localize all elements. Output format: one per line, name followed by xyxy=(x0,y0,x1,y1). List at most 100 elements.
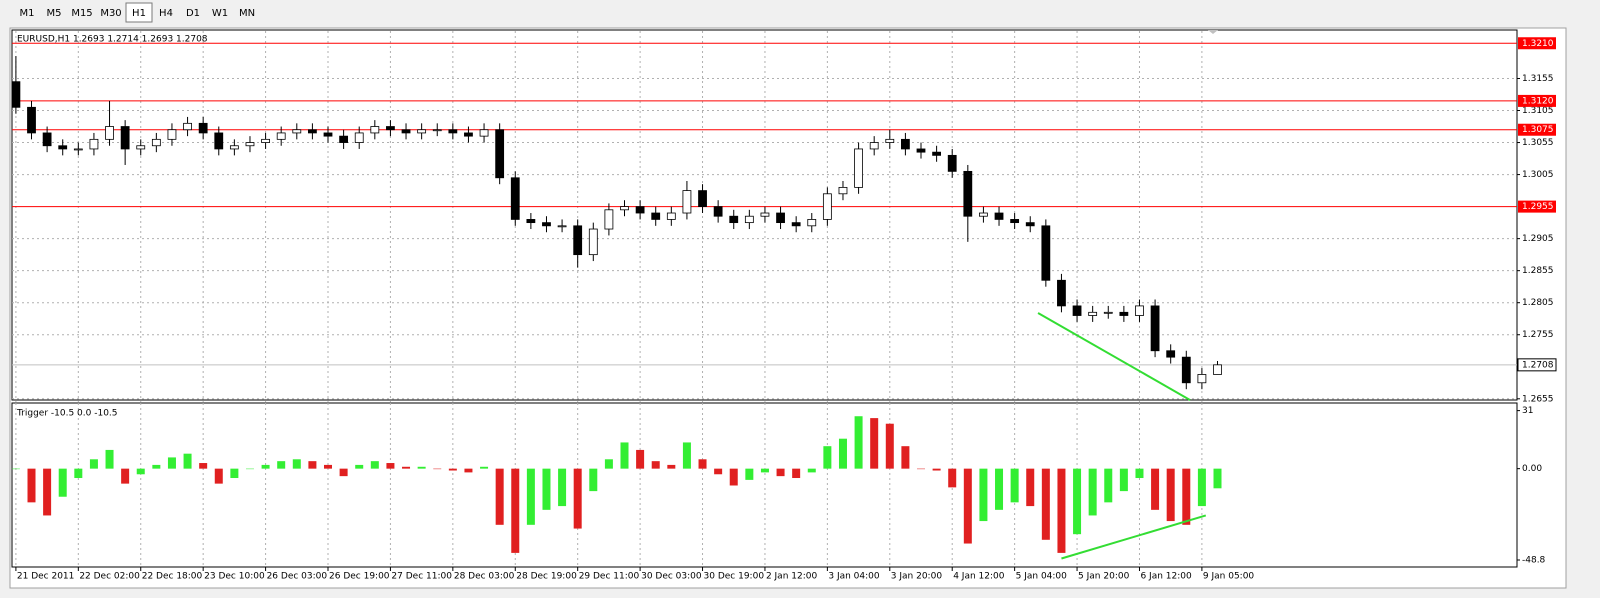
histogram-bar xyxy=(89,459,98,469)
histogram-bar xyxy=(58,468,67,497)
toolbar-bg xyxy=(0,0,1600,26)
timeframe-button[interactable] xyxy=(14,3,40,22)
histogram-bar xyxy=(183,453,192,469)
histogram-bar xyxy=(620,442,629,469)
histogram-bar xyxy=(1010,468,1019,503)
histogram-bar xyxy=(526,468,535,525)
level-label-bg xyxy=(1518,94,1556,107)
candle-body xyxy=(838,186,848,195)
histogram-bar xyxy=(1135,468,1144,479)
candle-body xyxy=(42,132,52,147)
histogram-bar xyxy=(682,442,691,469)
timeframe-button[interactable] xyxy=(153,3,179,22)
histogram-bar xyxy=(308,461,317,469)
histogram-bar xyxy=(932,468,941,471)
histogram-bar xyxy=(1057,468,1066,553)
candle-body xyxy=(448,129,458,134)
timeframe-label[interactable]: M1 xyxy=(20,8,35,19)
x-tick-label: 6 Jan 12:00 xyxy=(1140,572,1192,582)
price-panel xyxy=(11,29,1518,401)
histogram-bar xyxy=(152,464,161,469)
level-label: 1.3120 xyxy=(1522,96,1554,106)
timeframe-button[interactable] xyxy=(234,3,260,22)
candle-body xyxy=(89,138,99,150)
candle-body xyxy=(229,145,239,150)
timeframe-label[interactable]: H1 xyxy=(132,8,146,19)
last-price-bg xyxy=(1517,358,1557,372)
histogram-bar xyxy=(339,468,348,477)
timeframe-button[interactable] xyxy=(125,2,153,23)
candle-body xyxy=(432,129,442,132)
timeframe-toolbar: M1 M5 M15 M30 H1 H4 D1 W1 MN xyxy=(0,0,1600,26)
candle-body xyxy=(900,138,910,150)
candle-body xyxy=(151,138,161,147)
histogram-bar xyxy=(1213,468,1222,489)
timeframe-label[interactable]: MN xyxy=(239,8,255,19)
x-tick-label: 30 Dec 03:00 xyxy=(641,572,702,582)
timeframe-label[interactable]: W1 xyxy=(212,8,228,19)
histogram-bar xyxy=(604,459,613,469)
histogram-bar xyxy=(230,468,239,479)
candle-body xyxy=(1103,311,1113,314)
x-tick-label: 27 Dec 11:00 xyxy=(391,572,452,582)
timeframe-label[interactable]: M5 xyxy=(47,8,62,19)
timeframe-label[interactable]: D1 xyxy=(186,8,200,19)
shift-marker xyxy=(1208,30,1218,34)
candle-body xyxy=(105,126,114,140)
histogram-bar xyxy=(729,468,738,486)
histogram-bar xyxy=(667,464,676,469)
candle-body xyxy=(1166,350,1176,358)
histogram-bar xyxy=(1166,468,1175,522)
x-tick-label: 28 Dec 03:00 xyxy=(454,572,515,582)
timeframe-label[interactable]: M15 xyxy=(71,8,92,19)
candle-body xyxy=(979,212,988,217)
candle-body xyxy=(760,212,770,217)
histogram-bar xyxy=(480,466,489,469)
candle-body xyxy=(651,212,661,220)
timeframe-label[interactable]: M30 xyxy=(100,8,121,19)
timeframe-button[interactable] xyxy=(68,3,96,22)
chart: 1.3155 1.3105 1.3055 1.3005 1.2905 1.2855 1.28… xyxy=(9,27,1567,589)
histogram-bar xyxy=(651,461,660,469)
histogram-bar xyxy=(324,464,333,469)
histogram-bar xyxy=(854,416,863,469)
histogram-bar xyxy=(636,449,645,469)
histogram-bar xyxy=(277,461,286,469)
y-tick-label: -48.8 xyxy=(1522,556,1546,566)
candle-body xyxy=(1025,222,1035,227)
y-tick-label: 1.2805 xyxy=(1522,298,1554,308)
histogram-bar xyxy=(1151,468,1160,510)
histogram-bar xyxy=(167,457,176,469)
candle-body xyxy=(947,154,957,172)
candle-body xyxy=(542,222,551,227)
timeframe-button[interactable] xyxy=(41,3,67,22)
timeframe-label[interactable]: H4 xyxy=(159,8,173,19)
level-label-bg xyxy=(1518,123,1556,136)
histogram-bar xyxy=(1041,468,1050,540)
chart-window xyxy=(9,27,1567,589)
x-tick-label: 26 Dec 19:00 xyxy=(329,572,390,582)
timeframe-button[interactable] xyxy=(97,3,125,22)
histogram-bar xyxy=(760,468,769,473)
y-tick-label: 1.3005 xyxy=(1522,170,1554,180)
candle-body xyxy=(1072,305,1082,316)
candle-body xyxy=(791,222,801,227)
histogram-bar xyxy=(1088,468,1097,516)
histogram-bar xyxy=(1026,468,1035,507)
histogram-bar xyxy=(979,468,988,522)
x-tick-label: 29 Dec 11:00 xyxy=(579,572,640,582)
candle-body xyxy=(620,206,629,211)
histogram-bar xyxy=(698,459,707,469)
candle-body xyxy=(573,225,583,256)
candle-body xyxy=(198,122,208,134)
y-tick-label: 1.3055 xyxy=(1522,138,1554,148)
y-tick-label: 1.3105 xyxy=(1522,106,1554,116)
timeframe-button[interactable] xyxy=(180,3,206,22)
timeframe-button[interactable] xyxy=(207,3,233,22)
candle-body xyxy=(401,129,411,134)
candle-body xyxy=(869,142,879,150)
candle-body xyxy=(666,212,676,220)
candle-body xyxy=(276,132,286,140)
level-label: 1.3210 xyxy=(1522,39,1554,49)
candle-body xyxy=(682,190,692,214)
